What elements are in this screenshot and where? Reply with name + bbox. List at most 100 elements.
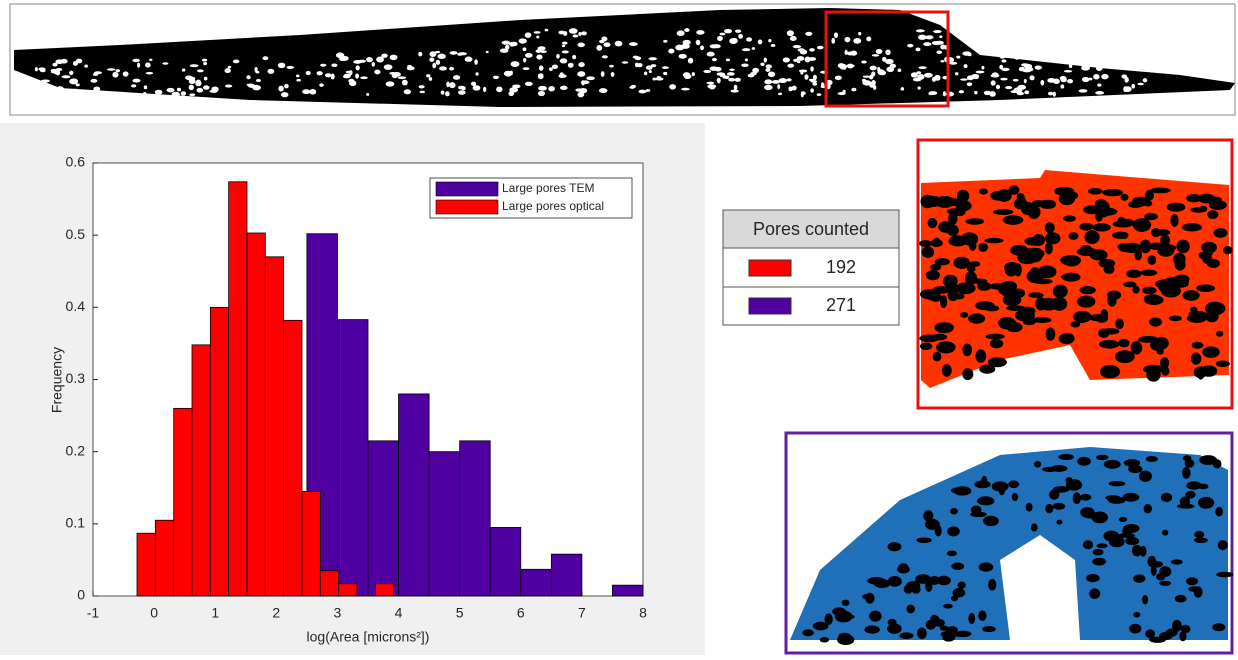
pore — [947, 551, 957, 557]
pore — [793, 45, 801, 48]
pore — [1092, 254, 1102, 260]
bar — [337, 320, 368, 596]
pore — [509, 42, 514, 47]
pore — [562, 45, 565, 48]
pore — [1187, 314, 1207, 323]
pore — [1034, 461, 1041, 468]
pore — [923, 510, 933, 521]
pore — [1001, 59, 1006, 62]
pore — [418, 52, 422, 57]
pore — [596, 45, 602, 51]
pore — [748, 74, 755, 78]
pore — [734, 85, 738, 91]
pore — [1144, 504, 1152, 513]
pore — [1140, 57, 1147, 62]
pore — [1159, 581, 1171, 586]
pore — [935, 525, 942, 537]
pore — [1167, 203, 1186, 212]
pore — [1125, 537, 1139, 545]
pore — [1053, 503, 1065, 510]
pore — [197, 69, 204, 72]
pore — [1223, 246, 1232, 254]
y-tick-label: 0 — [77, 587, 85, 603]
pore — [1028, 292, 1043, 298]
pore — [1012, 493, 1018, 501]
pore — [302, 89, 310, 94]
pore — [1188, 586, 1201, 592]
pore — [572, 55, 576, 59]
pore — [246, 83, 254, 86]
pore — [712, 58, 717, 61]
pore — [677, 30, 685, 36]
pore — [1131, 84, 1135, 89]
pore — [898, 69, 902, 73]
pore — [572, 35, 578, 38]
pore — [1179, 631, 1186, 641]
pore — [808, 57, 816, 61]
pore — [190, 64, 199, 67]
pore — [1097, 83, 1101, 86]
pore — [407, 66, 415, 70]
pore — [765, 68, 770, 72]
pore — [609, 65, 614, 68]
pore — [281, 92, 289, 97]
pore — [777, 84, 780, 89]
pore — [662, 66, 669, 69]
pore — [925, 35, 934, 39]
pore — [1067, 79, 1073, 83]
pore — [805, 32, 812, 36]
pore — [967, 82, 972, 86]
pore — [577, 92, 584, 97]
pore — [56, 70, 61, 75]
pore — [523, 47, 527, 51]
pore — [1003, 215, 1023, 225]
pore — [866, 36, 871, 41]
pore — [296, 79, 301, 82]
pore — [772, 80, 780, 84]
pore — [933, 352, 942, 362]
pore — [953, 588, 966, 598]
pore — [989, 91, 996, 97]
pore — [1144, 295, 1163, 305]
pore — [306, 71, 311, 75]
bar — [302, 491, 320, 596]
pore — [558, 74, 566, 78]
pore — [923, 42, 931, 46]
pore — [1008, 480, 1019, 488]
pore — [766, 64, 772, 68]
pore — [1013, 79, 1019, 82]
pore — [1083, 513, 1100, 519]
pore — [372, 62, 375, 67]
pore — [1042, 467, 1057, 472]
pore — [924, 247, 932, 257]
pore — [858, 32, 861, 36]
pore — [1040, 80, 1044, 86]
pore — [1146, 368, 1160, 382]
pore — [947, 290, 958, 301]
pore — [1011, 90, 1019, 93]
pore — [1031, 523, 1038, 531]
pore — [758, 40, 762, 45]
pore — [278, 63, 285, 69]
pore — [707, 52, 715, 57]
pore — [976, 71, 985, 74]
pore — [436, 60, 440, 65]
pore — [1080, 494, 1091, 501]
pore — [735, 78, 741, 82]
pore — [320, 64, 326, 67]
pore — [560, 86, 568, 90]
pore — [1053, 79, 1060, 84]
pore — [512, 84, 520, 88]
pore — [389, 72, 396, 75]
pore — [55, 59, 63, 64]
pore — [804, 74, 808, 80]
pore — [949, 62, 957, 65]
pore — [267, 69, 274, 74]
pore — [834, 32, 838, 38]
pore — [930, 239, 943, 247]
pore — [69, 71, 73, 75]
pore — [225, 85, 232, 88]
pore — [790, 36, 797, 41]
pore — [602, 55, 608, 58]
y-tick-label: 0.3 — [66, 370, 86, 386]
